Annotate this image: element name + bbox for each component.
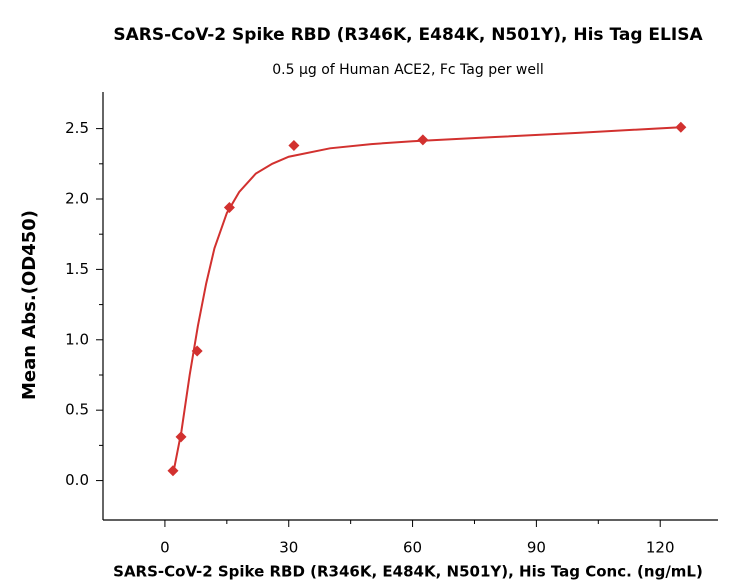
y-axis-label: Mean Abs.(OD450) — [19, 210, 40, 400]
fit-curve — [172, 126, 681, 474]
y-tick-label: 2.5 — [65, 119, 89, 137]
y-tick-label: 0.0 — [65, 471, 89, 489]
chart-subtitle: 0.5 μg of Human ACE2, Fc Tag per well — [272, 62, 544, 78]
x-tick-label: 30 — [279, 539, 298, 557]
x-tick-label: 0 — [160, 539, 170, 557]
y-tick-label: 0.5 — [65, 401, 89, 419]
x-tick-label: 120 — [646, 539, 675, 557]
y-tick-label: 2.0 — [65, 190, 89, 208]
x-tick-label: 90 — [527, 539, 546, 557]
y-tick-label: 1.5 — [65, 260, 89, 278]
y-tick-label: 1.0 — [65, 330, 89, 348]
chart-title: SARS-CoV-2 Spike RBD (R346K, E484K, N501… — [113, 25, 703, 45]
x-axis-label: SARS-CoV-2 Spike RBD (R346K, E484K, N501… — [113, 563, 703, 581]
data-point — [288, 140, 300, 151]
x-tick-label: 60 — [403, 539, 422, 557]
